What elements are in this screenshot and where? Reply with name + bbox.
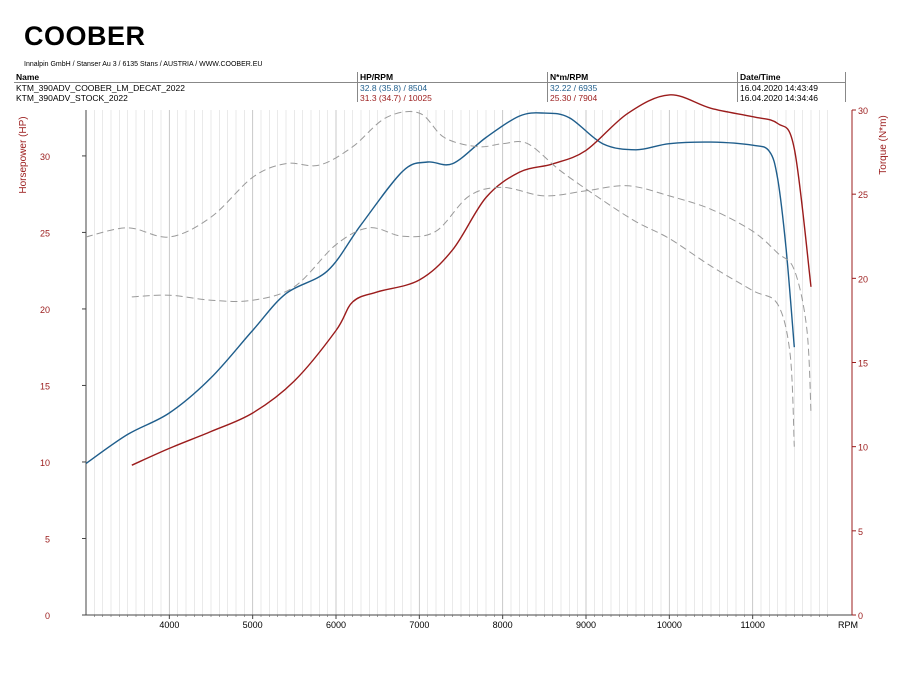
run-torque-rpm: 32.22 / 6935 xyxy=(550,83,598,93)
coober-logo: COOBER xyxy=(24,21,146,51)
x-tick-label: 4000 xyxy=(159,620,179,630)
column-divider xyxy=(357,72,358,102)
right-tick-label: 20 xyxy=(858,274,868,284)
right-tick-label: 5 xyxy=(858,527,863,537)
header-name: Name xyxy=(16,72,40,82)
x-tick-label: 5000 xyxy=(243,620,263,630)
column-divider xyxy=(547,72,548,102)
right-tick-label: 10 xyxy=(858,443,868,453)
x-tick-label: 9000 xyxy=(576,620,596,630)
x-tick-label: 8000 xyxy=(493,620,513,630)
left-tick-label: 15 xyxy=(40,381,50,391)
company-address: Innalpin GmbH / Stanser Au 3 / 6135 Stan… xyxy=(24,61,263,68)
x-tick-label: 10000 xyxy=(657,620,682,630)
right-tick-label: 25 xyxy=(858,190,868,200)
series-line-torque-3 xyxy=(131,185,812,414)
series-line-horsepower-2 xyxy=(85,111,795,447)
left-axis-title: Horsepower (HP) xyxy=(18,116,29,193)
right-axis-title: Torque (N*m) xyxy=(878,115,889,174)
left-tick-label: 30 xyxy=(40,152,50,162)
run-torque-rpm: 25.30 / 7904 xyxy=(550,93,598,103)
header-torque-rpm: N*m/RPM xyxy=(550,72,589,82)
right-tick-label: 30 xyxy=(858,106,868,116)
run-date-time: 16.04.2020 14:34:46 xyxy=(740,93,818,103)
run-name: KTM_390ADV_COOBER_LM_DECAT_2022 xyxy=(16,83,185,93)
x-tick-label: 7000 xyxy=(409,620,429,630)
series-line-torque-1 xyxy=(131,94,812,466)
left-tick-label: 25 xyxy=(40,228,50,238)
chart-grid xyxy=(94,110,828,615)
header-date-time: Date/Time xyxy=(740,72,781,82)
chart-labels: 0 5 10 15 20 25 30 0 5 10 15 20 25 30 4000 5000 6000 7000… xyxy=(18,106,889,630)
column-divider xyxy=(845,72,846,102)
table-row: KTM_390ADV_COOBER_LM_DECAT_2022 32.8 (35… xyxy=(14,83,846,93)
left-tick-label: 0 xyxy=(45,611,50,621)
info-header-row: Name HP/RPM N*m/RPM Date/Time xyxy=(14,72,846,83)
header-hp-rpm: HP/RPM xyxy=(360,72,394,82)
run-name: KTM_390ADV_STOCK_2022 xyxy=(16,93,128,103)
chart-series xyxy=(85,94,812,466)
run-info-table: Name HP/RPM N*m/RPM Date/Time KTM_390ADV… xyxy=(14,72,846,103)
left-tick-label: 5 xyxy=(45,534,50,544)
left-tick-label: 10 xyxy=(40,458,50,468)
left-tick-label: 20 xyxy=(40,305,50,315)
series-line-horsepower-0 xyxy=(85,112,795,465)
right-tick-label: 0 xyxy=(858,611,863,621)
right-tick-label: 15 xyxy=(858,359,868,369)
run-hp-rpm: 31.3 (34.7) / 10025 xyxy=(360,93,432,103)
run-hp-rpm: 32.8 (35.8) / 8504 xyxy=(360,83,428,93)
x-tick-label: 11000 xyxy=(740,620,764,630)
table-row: KTM_390ADV_STOCK_2022 31.3 (34.7) / 1002… xyxy=(14,93,846,103)
run-date-time: 16.04.2020 14:43:49 xyxy=(740,83,818,93)
column-divider xyxy=(737,72,738,102)
chart-axes xyxy=(82,109,856,619)
x-tick-label: 6000 xyxy=(326,620,346,630)
x-axis-title: RPM xyxy=(838,620,858,630)
